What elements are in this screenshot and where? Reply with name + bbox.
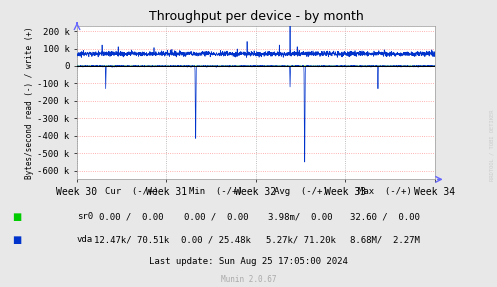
- Text: 12.47k/ 70.51k: 12.47k/ 70.51k: [94, 235, 169, 244]
- Text: 0.00 /  0.00: 0.00 / 0.00: [184, 212, 248, 221]
- Text: Munin 2.0.67: Munin 2.0.67: [221, 275, 276, 284]
- Text: 32.60 /  0.00: 32.60 / 0.00: [350, 212, 420, 221]
- Text: ■: ■: [12, 235, 22, 245]
- Text: sr0: sr0: [77, 212, 93, 221]
- Text: ■: ■: [12, 212, 22, 222]
- Title: Throughput per device - by month: Throughput per device - by month: [149, 10, 363, 23]
- Text: Last update: Sun Aug 25 17:05:00 2024: Last update: Sun Aug 25 17:05:00 2024: [149, 257, 348, 266]
- Text: 0.00 /  0.00: 0.00 / 0.00: [99, 212, 164, 221]
- Text: RRDTOOL / TOBI OETIKER: RRDTOOL / TOBI OETIKER: [490, 109, 495, 181]
- Text: 0.00 / 25.48k: 0.00 / 25.48k: [181, 235, 251, 244]
- Text: Avg  (-/+): Avg (-/+): [274, 187, 328, 196]
- Text: vda: vda: [77, 235, 93, 244]
- Text: Max  (-/+): Max (-/+): [358, 187, 412, 196]
- Text: Min  (-/+): Min (-/+): [189, 187, 243, 196]
- Text: Cur  (-/+): Cur (-/+): [105, 187, 159, 196]
- Y-axis label: Bytes/second read (-) / write (+): Bytes/second read (-) / write (+): [25, 26, 34, 179]
- Text: 5.27k/ 71.20k: 5.27k/ 71.20k: [266, 235, 335, 244]
- Text: 3.98m/  0.00: 3.98m/ 0.00: [268, 212, 333, 221]
- Text: 8.68M/  2.27M: 8.68M/ 2.27M: [350, 235, 420, 244]
